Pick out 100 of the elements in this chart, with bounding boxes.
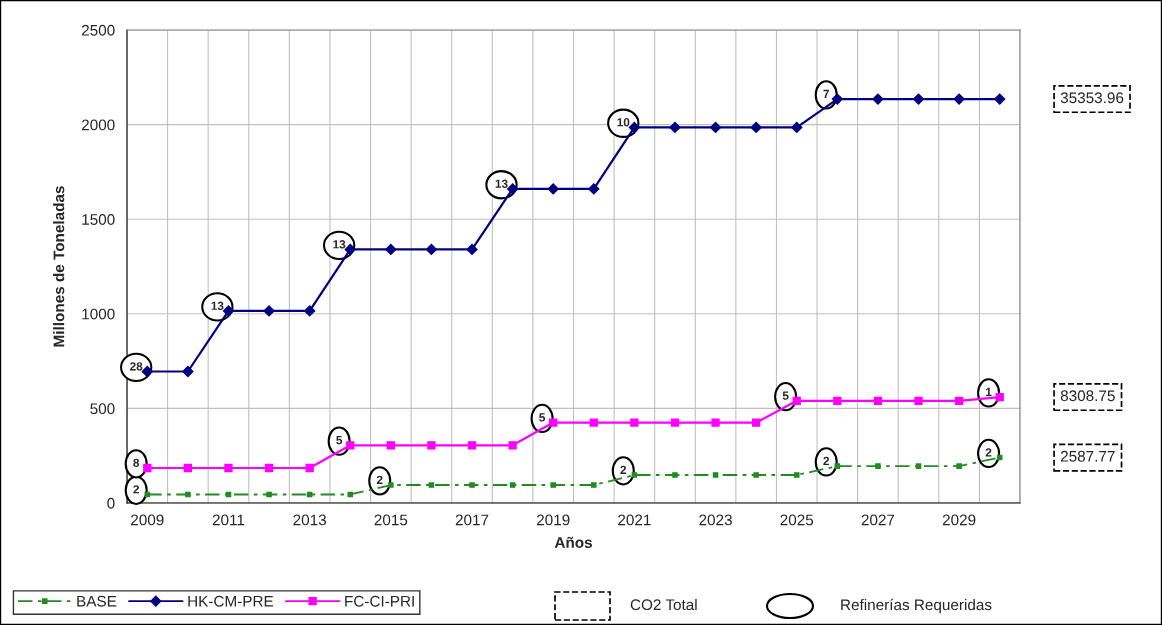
point [346, 441, 355, 450]
point [793, 472, 800, 478]
legend-label: FC-CI-PRI [345, 595, 414, 607]
point [388, 482, 394, 488]
x-tick-label: 2025 [780, 514, 814, 526]
point [669, 121, 681, 134]
point [588, 183, 600, 195]
point [347, 491, 354, 498]
text: CO2 Total [630, 598, 697, 611]
point [670, 418, 680, 427]
point [709, 121, 722, 134]
annotation: 13 [211, 301, 224, 310]
point [304, 305, 316, 317]
point [386, 441, 396, 450]
x-tick-label: 2009 [131, 514, 164, 526]
point [508, 441, 517, 450]
point [224, 463, 233, 473]
y-tick-label: 500 [90, 403, 115, 415]
annotation: 2 [985, 448, 992, 457]
point [549, 418, 558, 427]
point [589, 418, 598, 427]
point [182, 365, 194, 378]
point [547, 183, 559, 195]
point [141, 365, 153, 378]
point [712, 472, 719, 478]
point [995, 392, 1004, 402]
point [631, 472, 638, 478]
point [344, 243, 356, 256]
annotation: 5 [782, 391, 789, 400]
x-axis-title: Años [554, 536, 592, 548]
text: 35353.96 [1060, 92, 1124, 104]
point [628, 121, 640, 134]
x-tick-label: 2015 [374, 514, 408, 526]
point [466, 243, 478, 256]
point [912, 93, 925, 105]
point [834, 463, 841, 469]
point [428, 482, 435, 488]
y-axis-title: Millones de Toneladas [53, 186, 65, 347]
x-tick-label: 2019 [536, 514, 570, 526]
point [263, 305, 275, 317]
point [872, 93, 884, 105]
annotation: 8 [133, 458, 140, 467]
annotation: 2 [823, 456, 830, 465]
point [672, 472, 678, 478]
point [833, 396, 842, 405]
x-tick-label: 2013 [293, 514, 326, 526]
point [185, 491, 191, 498]
point [875, 463, 881, 469]
x-tick-label: 2021 [618, 514, 651, 526]
point [509, 482, 516, 488]
point [954, 396, 964, 405]
point [914, 396, 923, 405]
point [751, 418, 761, 427]
y-tick-label: 2000 [81, 119, 115, 131]
annotation: 28 [130, 362, 143, 371]
annotation: 2 [133, 485, 139, 494]
legend-label: BASE [77, 595, 117, 607]
point [956, 463, 962, 469]
point [791, 121, 803, 134]
text: 2587.77 [1060, 450, 1115, 462]
point [507, 183, 519, 195]
x-tick-label: 2011 [212, 514, 245, 526]
annotation: 5 [336, 436, 343, 445]
y-tick-label: 1000 [82, 308, 115, 320]
point [630, 418, 639, 427]
annotation: 13 [495, 179, 508, 188]
point [467, 441, 477, 450]
point [750, 121, 762, 134]
point [873, 396, 883, 405]
point [831, 93, 843, 105]
annotation: 1 [986, 387, 992, 396]
annotation: 5 [539, 413, 546, 422]
annotation: 13 [333, 240, 346, 249]
annotation: 10 [617, 118, 630, 127]
point [792, 396, 801, 405]
legend-label: HK-CM-PRE [188, 595, 274, 607]
point [550, 482, 556, 488]
point [915, 463, 922, 469]
annotation: 7 [823, 89, 829, 98]
point [425, 243, 438, 256]
annotation: 2 [376, 475, 383, 484]
point [591, 482, 597, 488]
x-tick-label: 2029 [942, 514, 976, 526]
point [385, 243, 397, 256]
point [469, 482, 475, 488]
point [143, 463, 152, 473]
point [305, 463, 314, 473]
point [711, 418, 720, 427]
y-tick-label: 0 [107, 497, 115, 509]
point [753, 472, 759, 478]
x-tick-label: 2027 [861, 514, 895, 526]
point [183, 463, 193, 473]
point [266, 491, 272, 498]
point [222, 305, 235, 317]
y-tick-label: 2500 [81, 24, 115, 36]
point [427, 441, 436, 450]
point [994, 93, 1006, 105]
text: 8308.75 [1060, 390, 1115, 402]
x-tick-label: 2023 [699, 514, 732, 526]
y-tick-label: 1500 [82, 214, 115, 225]
